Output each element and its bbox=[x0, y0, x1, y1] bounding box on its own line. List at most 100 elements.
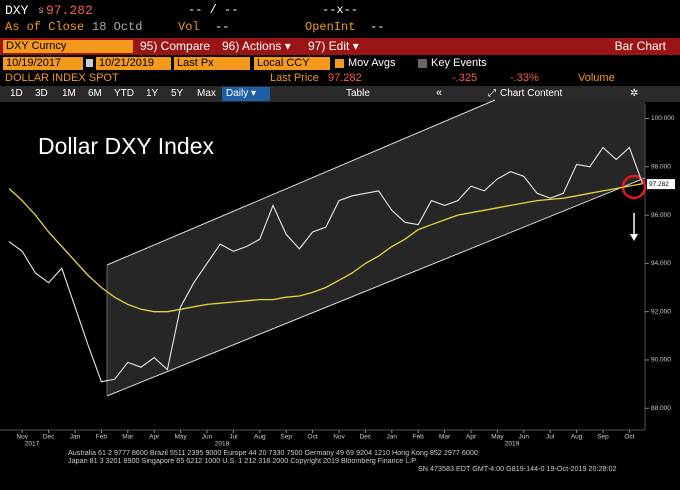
x-tick-label: May bbox=[491, 434, 504, 441]
price-field: Last Px bbox=[177, 57, 214, 69]
settings-icon[interactable]: ✲ bbox=[630, 88, 639, 99]
y-tick-label: 92.000 bbox=[651, 308, 671, 315]
end-date: 10/21/2019 bbox=[99, 57, 155, 69]
openint-value: -- bbox=[370, 20, 385, 34]
year-label: 2017 bbox=[25, 441, 40, 448]
footer-session: SN 473583 EDT GMT-4:00 G819-144-0 19-Oct… bbox=[418, 464, 616, 473]
last-price-marker: 97.282 bbox=[649, 181, 669, 188]
compare-button[interactable]: 95) Compare bbox=[140, 39, 211, 53]
vol-label: Vol bbox=[178, 20, 200, 34]
price-line bbox=[8, 146, 644, 383]
x-tick-label: Jan bbox=[387, 434, 398, 441]
channel-lower bbox=[106, 177, 646, 397]
key-events: Key Events bbox=[431, 57, 487, 69]
x-tick-label: Feb bbox=[413, 434, 425, 441]
x-tick-label: Dec bbox=[43, 434, 55, 441]
as-of: As of Close bbox=[5, 20, 85, 34]
period-button[interactable]: 5Y bbox=[171, 88, 184, 99]
mov-avgs: Mov Avgs bbox=[348, 57, 396, 69]
x-tick-label: Jun bbox=[202, 434, 213, 441]
period-button[interactable]: 1Y bbox=[146, 88, 159, 99]
size: --x-- bbox=[322, 3, 359, 17]
x-tick-label: Oct bbox=[308, 434, 318, 441]
ticker: DXY bbox=[5, 3, 29, 18]
price: 97.282 bbox=[46, 3, 93, 18]
period-button[interactable]: Max bbox=[197, 88, 216, 99]
edit-button[interactable]: 97) Edit ▾ bbox=[308, 39, 359, 53]
command-bar bbox=[0, 38, 680, 55]
security-name: DOLLAR INDEX SPOT bbox=[5, 72, 119, 84]
last-price: 97.282 bbox=[328, 72, 362, 84]
frequency-dropdown[interactable] bbox=[222, 87, 270, 101]
x-tick-label: Oct bbox=[624, 434, 634, 441]
period-button[interactable]: 1D bbox=[10, 88, 23, 99]
expand-icon[interactable]: ⤢ bbox=[488, 88, 496, 99]
start-date-input[interactable]: 10/19/2017 bbox=[3, 57, 83, 70]
start-date: 10/19/2017 bbox=[6, 57, 62, 69]
mov-avgs-checkbox[interactable] bbox=[335, 59, 344, 68]
down-arrow-head bbox=[630, 234, 638, 241]
last-price-box bbox=[647, 179, 675, 190]
year-label: 2019 bbox=[505, 441, 520, 448]
x-tick-label: Aug bbox=[254, 434, 266, 441]
x-tick-label: Sep bbox=[280, 434, 292, 441]
view-title: Bar Chart bbox=[614, 39, 666, 53]
price-field-input[interactable]: Last Px bbox=[174, 57, 250, 70]
end-date-input[interactable]: 10/21/2019 bbox=[96, 57, 171, 70]
key-events-checkbox[interactable] bbox=[418, 59, 427, 68]
currency-input[interactable]: Local CCY bbox=[254, 57, 330, 70]
vol-value: -- bbox=[215, 20, 230, 34]
date: 18 Octd bbox=[92, 20, 143, 34]
x-tick-label: Jan bbox=[70, 434, 81, 441]
security-input[interactable]: DXY Curncy bbox=[3, 40, 133, 53]
security: DXY Curncy bbox=[6, 40, 67, 52]
highlight-circle bbox=[621, 174, 647, 200]
calendar-icon[interactable] bbox=[86, 59, 93, 67]
change-pct: -.33% bbox=[510, 72, 539, 84]
x-tick-label: Aug bbox=[571, 434, 583, 441]
frequency: Daily ▾ bbox=[226, 88, 257, 99]
last-price-label: Last Price bbox=[270, 72, 319, 84]
channel-shade bbox=[107, 100, 645, 396]
x-tick-label: Mar bbox=[122, 434, 134, 441]
x-tick-label: Sep bbox=[597, 434, 609, 441]
footer-contacts: Australia 61 2 9777 8600 Brazil 5511 239… bbox=[68, 448, 478, 457]
currency: Local CCY bbox=[257, 57, 310, 69]
y-tick-label: 88.000 bbox=[651, 405, 671, 412]
x-tick-label: Nov bbox=[333, 434, 345, 441]
x-tick-label: Dec bbox=[360, 434, 372, 441]
period-button[interactable]: 1M bbox=[62, 88, 76, 99]
year-label: 2018 bbox=[215, 441, 230, 448]
x-tick-label: Apr bbox=[149, 434, 160, 441]
collapse-icon[interactable]: « bbox=[436, 87, 443, 99]
period-button[interactable]: 6M bbox=[88, 88, 102, 99]
bid-ask: -- / -- bbox=[188, 3, 239, 17]
x-tick-label: Jul bbox=[546, 434, 555, 441]
y-tick-label: 90.000 bbox=[651, 357, 671, 364]
x-tick-label: Nov bbox=[16, 434, 28, 441]
x-tick-label: Feb bbox=[96, 434, 108, 441]
x-tick-label: Mar bbox=[439, 434, 451, 441]
actions-button[interactable]: 96) Actions ▾ bbox=[222, 39, 291, 53]
x-tick-label: Jun bbox=[519, 434, 530, 441]
volume-label: Volume bbox=[578, 72, 615, 84]
y-tick-label: 96.000 bbox=[651, 212, 671, 219]
plot: 88.000 90.000 92.000 94.000 96.000 98.000 100.… bbox=[8, 115, 675, 448]
openint-label: OpenInt bbox=[305, 20, 356, 34]
footer-copyright: Japan 81 3 3201 8900 Singapore 65 6212 1… bbox=[68, 456, 417, 465]
table-button[interactable]: Table bbox=[346, 88, 370, 99]
toolbar bbox=[0, 86, 680, 102]
channel-upper bbox=[106, 99, 496, 266]
period-button[interactable]: YTD bbox=[114, 88, 134, 99]
x-tick-label: Apr bbox=[466, 434, 477, 441]
change: -.325 bbox=[452, 72, 478, 84]
source: s bbox=[38, 6, 45, 17]
y-tick-label: 94.000 bbox=[651, 260, 671, 267]
chart-content-button[interactable]: Chart Content bbox=[500, 88, 563, 99]
moving-average-line bbox=[8, 183, 643, 313]
period-button[interactable]: 3D bbox=[35, 88, 48, 99]
x-tick-label: May bbox=[174, 434, 187, 441]
chart-annotation: Dollar DXY Index bbox=[38, 133, 214, 159]
y-tick-label: 98.000 bbox=[651, 164, 671, 171]
